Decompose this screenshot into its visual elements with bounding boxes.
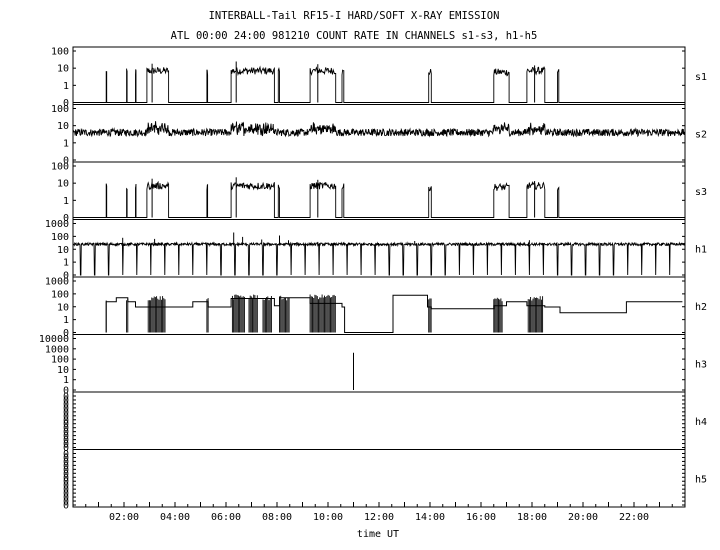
- x-axis-label: time UT: [357, 529, 399, 540]
- x-tick-label: 12:00: [364, 512, 394, 523]
- y-tick-label: 10: [57, 365, 69, 376]
- y-tick-label: 0: [63, 328, 69, 339]
- y-tick-label: 0: [63, 453, 69, 464]
- y-tick-label: 0: [63, 156, 69, 167]
- y-tick-label: 0: [63, 485, 69, 496]
- y-tick-label: 0: [63, 431, 69, 442]
- y-tick-label: 0: [63, 443, 69, 454]
- panel-frame: [72, 334, 686, 393]
- y-tick-label: 0: [63, 473, 69, 484]
- y-tick-label: 0: [63, 399, 69, 410]
- y-tick-label: 100: [51, 104, 69, 115]
- series-label: s2: [695, 129, 707, 140]
- y-tick-label: 0: [63, 407, 69, 418]
- y-tick-label: 10000: [39, 334, 69, 345]
- y-tick-label: 100: [51, 162, 69, 173]
- y-tick-label: 0: [63, 461, 69, 472]
- x-tick-label: 22:00: [619, 512, 649, 523]
- y-tick-label: 0: [63, 423, 69, 434]
- y-tick-label: 1: [63, 258, 69, 269]
- y-tick-label: 0: [63, 477, 69, 488]
- series-h1: [72, 241, 686, 276]
- y-tick-label: 1000: [45, 277, 69, 288]
- y-tick-label: 0: [63, 386, 69, 397]
- y-tick-label: 0: [63, 497, 69, 508]
- x-tick-label: 04:00: [160, 512, 190, 523]
- series-label: h5: [695, 474, 707, 485]
- y-tick-label: 0: [63, 98, 69, 109]
- y-tick-label: 0: [63, 501, 69, 512]
- series-label: s3: [695, 187, 707, 198]
- y-tick-label: 0: [63, 489, 69, 500]
- y-tick-label: 0: [63, 403, 69, 414]
- y-tick-label: 0: [63, 213, 69, 224]
- y-tick-label: 0: [63, 435, 69, 446]
- series-label: h2: [695, 302, 707, 313]
- panel-frame: [72, 46, 686, 105]
- y-tick-label: 1: [63, 138, 69, 149]
- time-axis: 02:00 04:00 06:00 08:00 10:00 12:00 14:00 16:00…: [72, 502, 686, 523]
- panel-frame: [72, 161, 686, 220]
- y-tick-label: 10: [57, 302, 69, 313]
- x-tick-label: 14:00: [415, 512, 445, 523]
- x-tick-label: 06:00: [211, 512, 241, 523]
- x-tick-label: 02:00: [109, 512, 139, 523]
- x-tick-label: 08:00: [262, 512, 292, 523]
- y-tick-label: 100: [51, 289, 69, 300]
- y-tick-label: 1: [63, 315, 69, 326]
- y-tick-label: 0: [63, 457, 69, 468]
- y-tick-label: 0: [63, 411, 69, 422]
- y-tick-label: 0: [63, 439, 69, 450]
- y-tick-label: 0: [63, 271, 69, 282]
- y-tick-label: 0: [63, 465, 69, 476]
- series-label: h1: [695, 244, 707, 255]
- y-tick-label: 0: [63, 419, 69, 430]
- y-tick-label: 0: [63, 469, 69, 480]
- y-tick-label: 0: [63, 449, 69, 460]
- panel-stack: 1001010s11001010s21001010s310001001010h1…: [39, 46, 707, 512]
- chart-subtitle: ATL 00:00 24:00 981210 COUNT RATE IN CHA…: [171, 30, 538, 42]
- x-tick-label: 10:00: [313, 512, 343, 523]
- y-tick-label: 10: [57, 179, 69, 190]
- y-tick-label: 1: [63, 81, 69, 92]
- y-tick-label: 100: [51, 232, 69, 243]
- y-tick-label: 1000: [45, 219, 69, 230]
- y-tick-label: 1: [63, 196, 69, 207]
- series-h2: [105, 294, 683, 333]
- panel-frame: [72, 391, 686, 450]
- y-tick-label: 0: [63, 395, 69, 406]
- y-tick-label: 1000: [45, 344, 69, 355]
- y-tick-label: 0: [63, 427, 69, 438]
- series-s2: [72, 121, 686, 138]
- y-tick-label: 0: [63, 481, 69, 492]
- series-label: h4: [695, 417, 707, 428]
- series-label: s1: [695, 72, 707, 83]
- y-tick-label: 100: [51, 355, 69, 366]
- y-tick-label: 100: [51, 47, 69, 58]
- series-s1: [73, 65, 685, 103]
- panel-frame: [72, 449, 686, 508]
- chart-title: INTERBALL-Tail RF15-I HARD/SOFT X-RAY EM…: [209, 10, 500, 22]
- series-s3: [73, 180, 685, 218]
- x-tick-label: 18:00: [517, 512, 547, 523]
- x-tick-label: 20:00: [568, 512, 598, 523]
- y-tick-label: 1: [63, 375, 69, 386]
- y-tick-label: 10: [57, 64, 69, 75]
- y-tick-label: 0: [63, 415, 69, 426]
- series-label: h3: [695, 359, 707, 370]
- y-tick-label: 0: [63, 493, 69, 504]
- x-tick-label: 16:00: [466, 512, 496, 523]
- y-tick-label: 10: [57, 245, 69, 256]
- y-tick-label: 0: [63, 392, 69, 403]
- y-tick-label: 10: [57, 121, 69, 132]
